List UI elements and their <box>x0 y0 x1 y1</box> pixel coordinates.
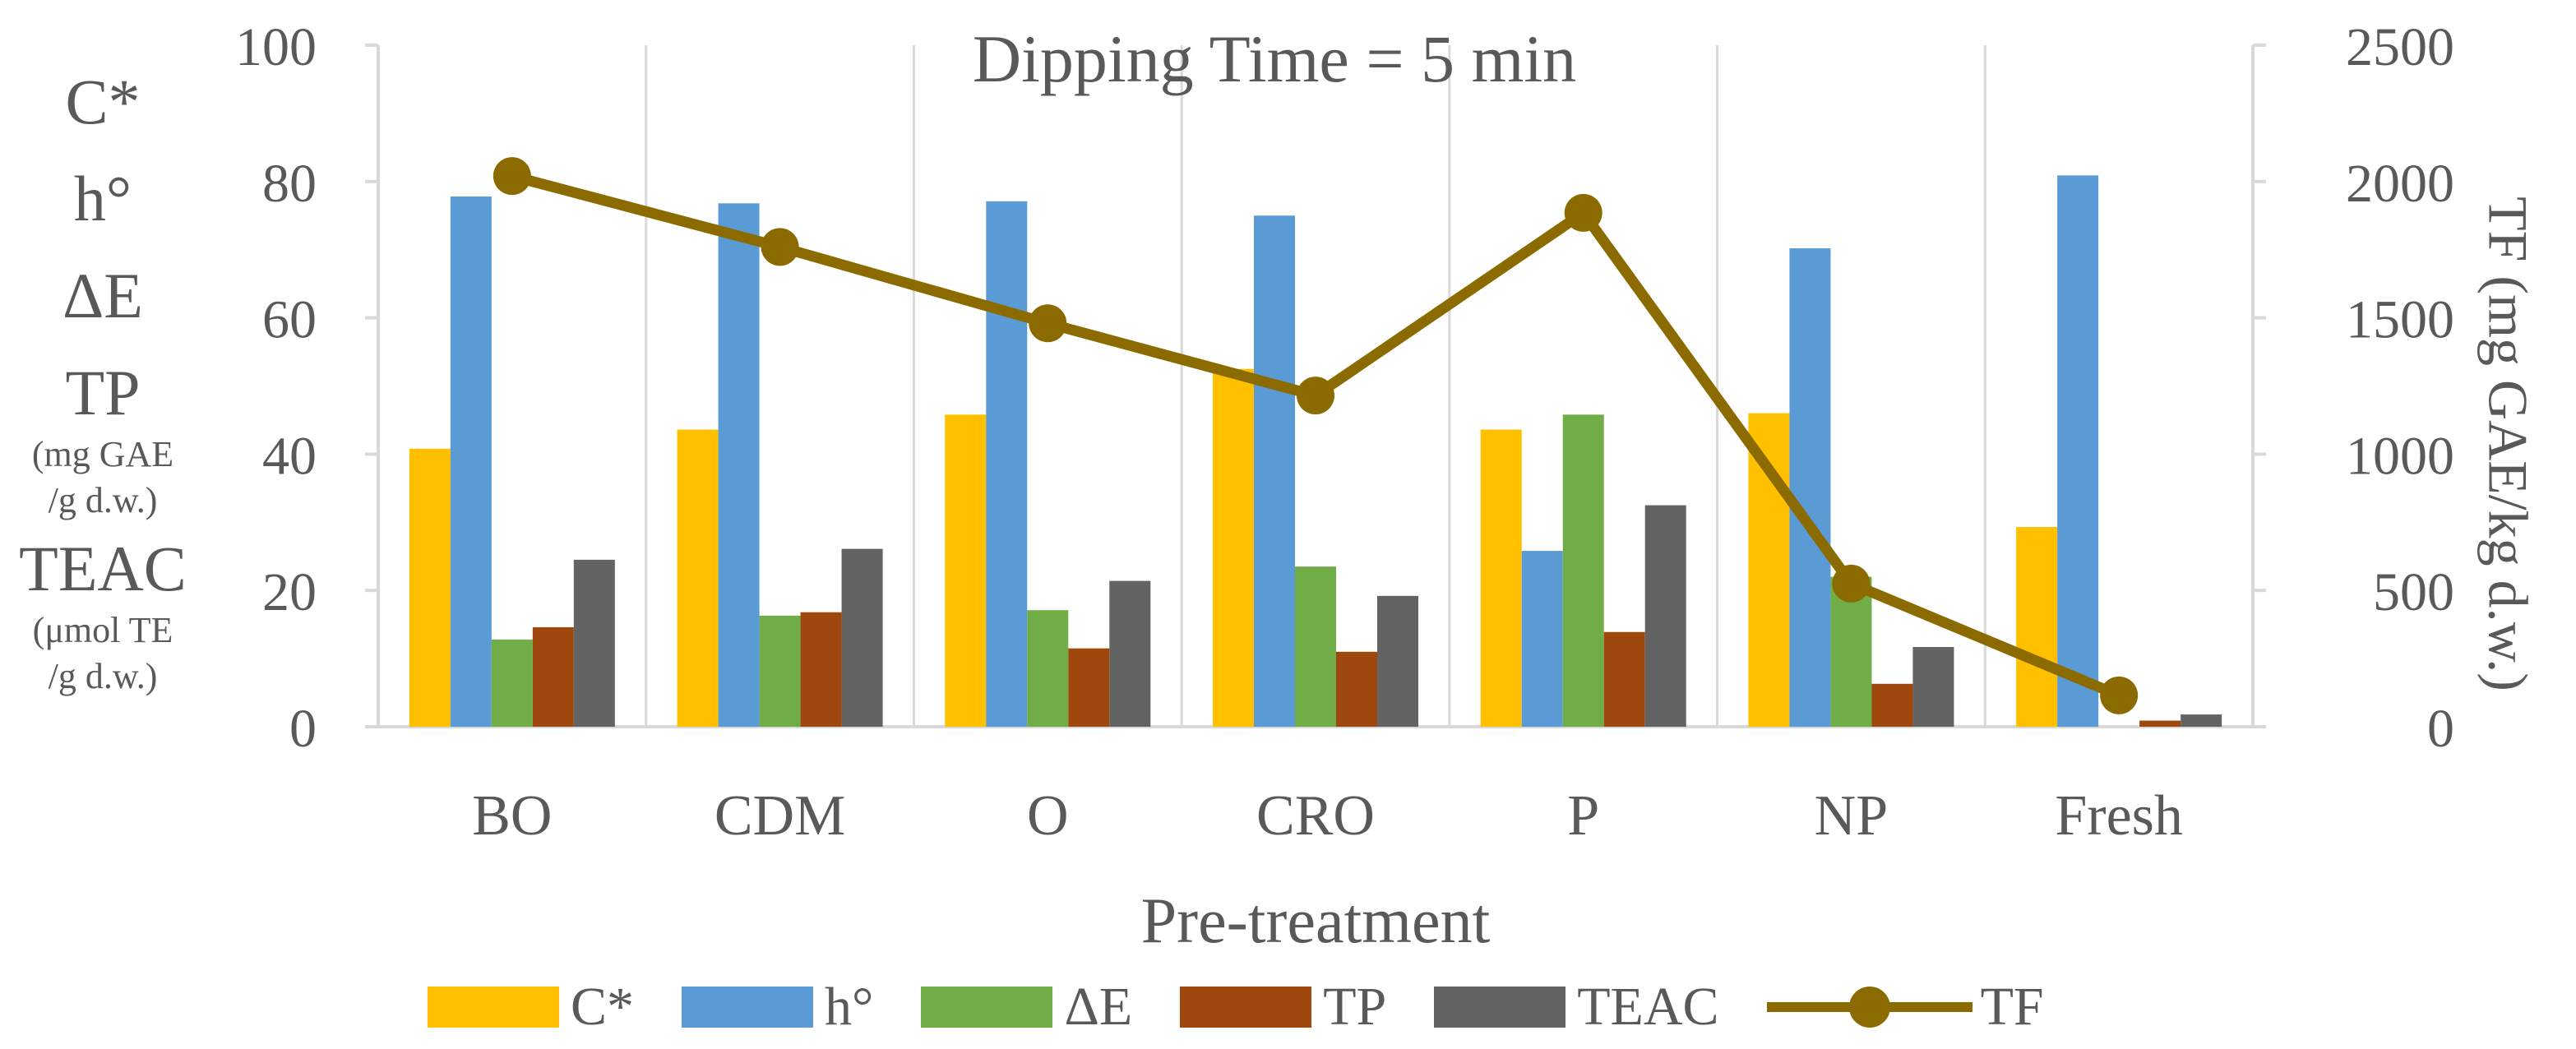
x-tick-np: NP <box>1815 784 1888 848</box>
y-label-teac-unit-2: /g d.w.) <box>48 656 158 696</box>
legend-item-cstar: C* <box>428 976 634 1038</box>
x-tick-fresh: Fresh <box>2055 784 2183 848</box>
bar-TEAC-cdm <box>841 548 883 727</box>
tf-point-fresh <box>2100 676 2139 714</box>
x-tick-p: P <box>1567 784 1599 848</box>
tf-point-o <box>1029 304 1067 343</box>
tf-point-cro <box>1297 377 1334 415</box>
bar-TEAC-cro <box>1377 595 1418 727</box>
bar-TP-cro <box>1336 651 1377 727</box>
y-tick-right-3: 1500 <box>2346 290 2454 350</box>
legend-label-hue: h° <box>825 977 874 1037</box>
legend-swatch-hue <box>682 987 814 1028</box>
bar-TEAC-np <box>1912 647 1954 727</box>
y-label-teac-unit-1: (μmol TE <box>32 610 173 650</box>
bar-E-o <box>1027 610 1069 727</box>
y-tick-left-5: 100 <box>235 17 317 77</box>
y-axis-label-left: C* h° ΔE TP (mg GAE /g d.w.) TEAC (μmol … <box>8 70 197 695</box>
tf-point-bo <box>493 157 531 196</box>
bar-h-cdm <box>718 203 760 727</box>
bar-h-np <box>1789 248 1831 727</box>
y-tick-right-5: 2500 <box>2346 17 2454 77</box>
x-tick-cdm: CDM <box>715 784 845 848</box>
y-label-hue: h° <box>73 163 132 234</box>
tf-point-p <box>1564 193 1602 232</box>
legend-swatch-tf <box>1766 978 1972 1036</box>
y-label-tp-unit-1: (mg GAE <box>31 434 174 474</box>
legend-label-tp: TP <box>1323 977 1387 1037</box>
y-label-tp-unit-2: /g d.w.) <box>48 480 158 520</box>
y-label-teac: TEAC <box>19 533 187 604</box>
bar-h-fresh <box>2057 175 2099 728</box>
tf-point-cdm <box>761 228 799 266</box>
legend-label-deltae: ΔE <box>1064 977 1133 1037</box>
bar-TP-np <box>1871 683 1913 727</box>
bar-TEAC-fresh <box>2181 714 2222 727</box>
bar-C-o <box>945 414 987 727</box>
legend-label-cstar: C* <box>571 977 635 1037</box>
bar-C-cdm <box>677 429 719 727</box>
bar-TEAC-p <box>1644 505 1686 727</box>
y-label-cstar: C* <box>65 66 141 137</box>
legend-swatch-teac <box>1434 987 1566 1028</box>
legend-item-tp: TP <box>1180 976 1386 1038</box>
legend-swatch-cstar <box>428 987 559 1028</box>
y-label-deltae: ΔE <box>62 260 143 331</box>
y-tick-left-4: 80 <box>262 154 317 214</box>
bar-C-fresh <box>2016 527 2058 727</box>
bar-TP-o <box>1068 648 1110 727</box>
chart-title: Dipping Time = 5 min <box>972 21 1577 96</box>
bar-E-cro <box>1295 566 1336 727</box>
x-axis-label: Pre-treatment <box>1140 885 1491 956</box>
bar-C-p <box>1480 429 1522 727</box>
legend-swatch-deltae <box>921 987 1053 1028</box>
x-tick-cro: CRO <box>1256 784 1375 848</box>
bar-TP-fresh <box>2139 720 2181 727</box>
legend-item-tf: TF <box>1766 976 2044 1038</box>
bar-C-cro <box>1213 368 1254 727</box>
legend-item-deltae: ΔE <box>921 976 1132 1038</box>
legend-item-teac: TEAC <box>1434 976 1719 1038</box>
bar-h-cro <box>1254 215 1295 727</box>
legend-label-teac: TEAC <box>1577 977 1719 1037</box>
y-label-tp: TP <box>65 357 141 428</box>
y-tick-left-3: 60 <box>262 290 317 350</box>
legend: C* h° ΔE TP TEAC TF <box>428 970 2092 1044</box>
y-tick-right-0: 0 <box>2427 699 2454 759</box>
bar-E-cdm <box>759 615 801 727</box>
bar-h-o <box>986 201 1028 727</box>
y-tick-left-2: 40 <box>262 426 317 486</box>
y-tick-right-4: 2000 <box>2346 154 2454 214</box>
legend-label-tf: TF <box>1980 977 2044 1037</box>
bar-E-p <box>1562 414 1604 727</box>
bar-h-bo <box>450 196 492 728</box>
y-tick-right-1: 500 <box>2373 562 2454 622</box>
y-tick-left-0: 0 <box>289 699 317 759</box>
bar-h-p <box>1521 551 1563 727</box>
tf-point-np <box>1832 564 1871 603</box>
bar-TP-p <box>1603 631 1645 727</box>
bar-C-bo <box>409 448 451 727</box>
bar-TEAC-o <box>1109 580 1151 727</box>
legend-swatch-tp <box>1180 987 1312 1028</box>
bar-TEAC-bo <box>573 559 615 727</box>
y-axis-label-right: TF (mg GAE/kg d.w.) <box>2477 196 2540 691</box>
y-tick-right-2: 1000 <box>2346 426 2454 486</box>
y-tick-left-1: 20 <box>262 562 317 622</box>
bar-C-np <box>1748 413 1790 727</box>
bar-TP-bo <box>532 626 574 727</box>
x-tick-bo: BO <box>472 784 552 848</box>
bar-E-bo <box>491 639 533 727</box>
legend-item-hue: h° <box>682 976 873 1038</box>
bar-TP-cdm <box>800 612 842 727</box>
x-tick-o: O <box>1027 784 1069 848</box>
